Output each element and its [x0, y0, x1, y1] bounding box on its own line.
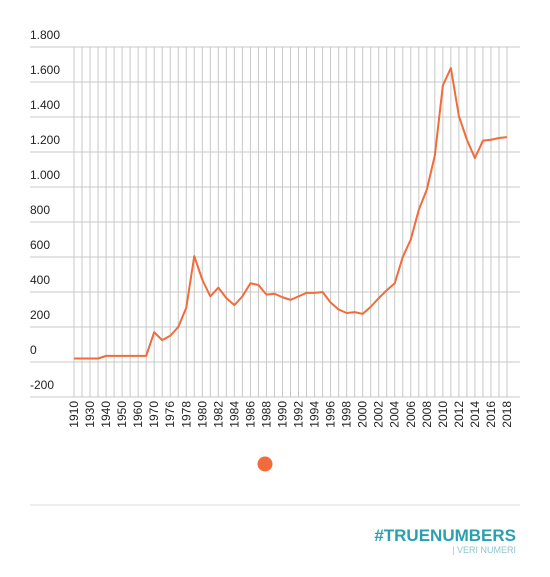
x-tick-label: 2018 [500, 401, 514, 428]
x-tick-label: 1996 [324, 401, 338, 428]
x-tick-label: 1982 [211, 401, 225, 428]
y-tick-label: 200 [30, 308, 50, 322]
y-tick-label: 1.800 [30, 28, 60, 42]
x-tick-label: 1990 [275, 401, 289, 428]
x-tick-label: 1960 [131, 401, 145, 428]
y-tick-label: -200 [30, 378, 54, 392]
x-tick-label: 1986 [243, 401, 257, 428]
y-tick-label: 1.200 [30, 133, 60, 147]
x-tick-label: 1992 [292, 401, 306, 428]
x-tick-label: 1978 [179, 401, 193, 428]
y-tick-label: 800 [30, 203, 50, 217]
x-tick-label: 1980 [195, 401, 209, 428]
x-tick-label: 1988 [259, 401, 273, 428]
y-tick-label: 1.400 [30, 98, 60, 112]
legend-marker [257, 456, 273, 472]
x-tick-label: 2012 [452, 401, 466, 428]
y-tick-label: 400 [30, 273, 50, 287]
x-tick-label: 2010 [436, 401, 450, 428]
x-tick-label: 1976 [163, 401, 177, 428]
x-tick-label: 2016 [484, 401, 498, 428]
x-tick-label: 1984 [227, 401, 241, 428]
brand-tagline: | VERI NUMERI [452, 545, 516, 555]
brand-name: #TRUENUMBERS [374, 526, 516, 545]
x-tick-label: 2000 [356, 401, 370, 428]
x-tick-label: 2004 [388, 401, 402, 428]
line [74, 67, 508, 360]
y-tick-label: 0 [30, 343, 37, 357]
x-tick-label: 1910 [67, 401, 81, 428]
x-tick-label: 1930 [83, 401, 97, 428]
x-tick-label: 1998 [340, 401, 354, 428]
y-tick-label: 1.000 [30, 168, 60, 182]
y-tick-label: 600 [30, 238, 50, 252]
x-tick-label: 2002 [372, 401, 386, 428]
y-tick-label: 1.600 [30, 63, 60, 77]
x-tick-label: 2014 [468, 401, 482, 428]
x-tick-label: 2008 [420, 401, 434, 428]
x-tick-label: 1950 [115, 401, 129, 428]
x-tick-label: 1970 [147, 401, 161, 428]
x-tick-label: 1994 [308, 401, 322, 428]
x-tick-label: 2006 [404, 401, 418, 428]
x-tick-label: 1940 [99, 401, 113, 428]
